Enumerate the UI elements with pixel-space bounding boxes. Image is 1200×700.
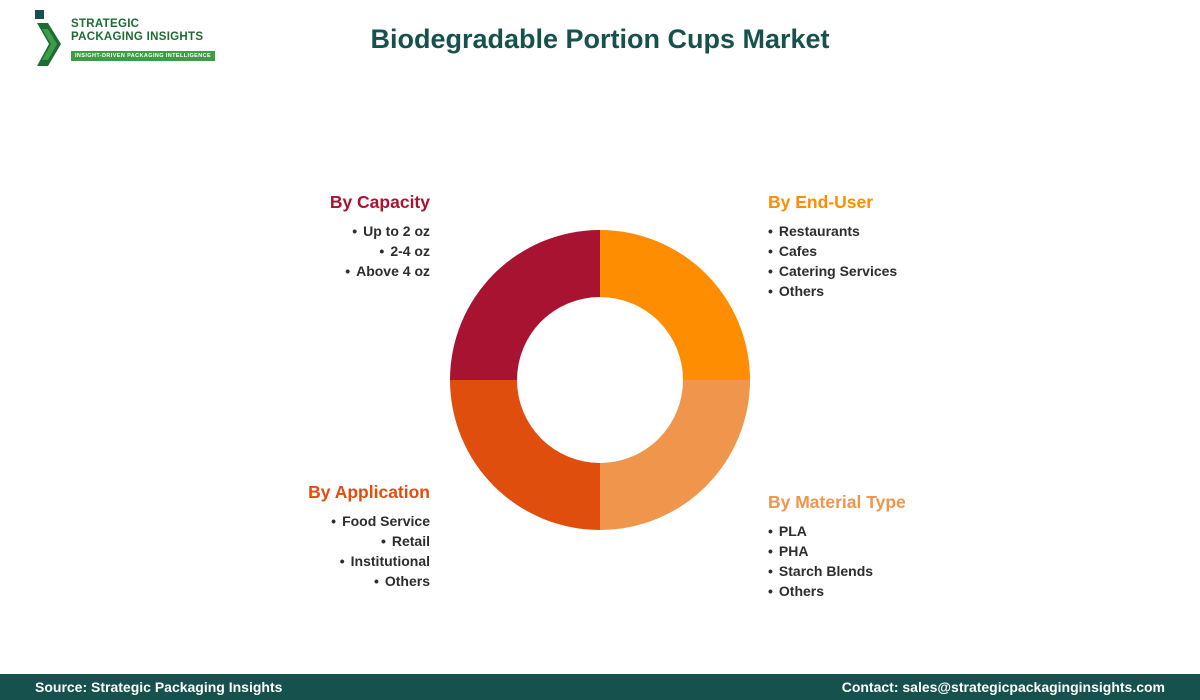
list-item: Restaurants [768,221,988,241]
category-end-user-heading: By End-User [768,192,874,212]
list-item: Catering Services [768,261,988,281]
list-item: Retail [210,531,430,551]
list-item: PLA [768,521,988,541]
page-title: Biodegradable Portion Cups Market [370,24,830,54]
footer: Source: Strategic Packaging Insights Con… [0,674,1200,700]
list-item: PHA [768,541,988,561]
footer-contact: Contact: sales@strategicpackaginginsight… [841,679,1165,695]
donut-hole [517,297,683,463]
logo-arrow-icon [35,10,61,66]
list-item: Cafes [768,241,988,261]
logo-text: STRATEGIC PACKAGING INSIGHTS INSIGHT-DRI… [71,10,216,62]
category-capacity: By Capacity Up to 2 oz2-4 ozAbove 4 oz [210,192,430,281]
list-item: Above 4 oz [210,261,430,281]
list-item: 2-4 oz [210,241,430,261]
category-material-type-list: PLAPHAStarch BlendsOthers [768,521,988,601]
list-item: Others [210,571,430,591]
category-capacity-list: Up to 2 oz2-4 ozAbove 4 oz [210,221,430,281]
list-item: Starch Blends [768,561,988,581]
list-item: Others [768,281,988,301]
category-end-user-list: RestaurantsCafesCatering ServicesOthers [768,221,988,301]
list-item: Institutional [210,551,430,571]
category-application-list: Food ServiceRetailInstitutionalOthers [210,511,430,591]
list-item: Food Service [210,511,430,531]
donut-chart [450,230,750,530]
list-item: Others [768,581,988,601]
category-application: By Application Food ServiceRetailInstitu… [210,482,430,591]
logo: STRATEGIC PACKAGING INSIGHTS INSIGHT-DRI… [35,10,216,70]
category-capacity-heading: By Capacity [329,192,430,212]
logo-tagline: INSIGHT-DRIVEN PACKAGING INTELLIGENCE [71,51,216,61]
footer-source: Source: Strategic Packaging Insights [35,679,283,695]
category-material-type: By Material Type PLAPHAStarch BlendsOthe… [768,492,988,601]
category-end-user: By End-User RestaurantsCafesCatering Ser… [768,192,988,301]
list-item: Up to 2 oz [210,221,430,241]
logo-text-line1: STRATEGIC [71,18,140,30]
category-application-heading: By Application [308,482,430,502]
logo-text-line2: PACKAGING INSIGHTS [71,31,204,43]
category-material-type-heading: By Material Type [768,492,906,512]
